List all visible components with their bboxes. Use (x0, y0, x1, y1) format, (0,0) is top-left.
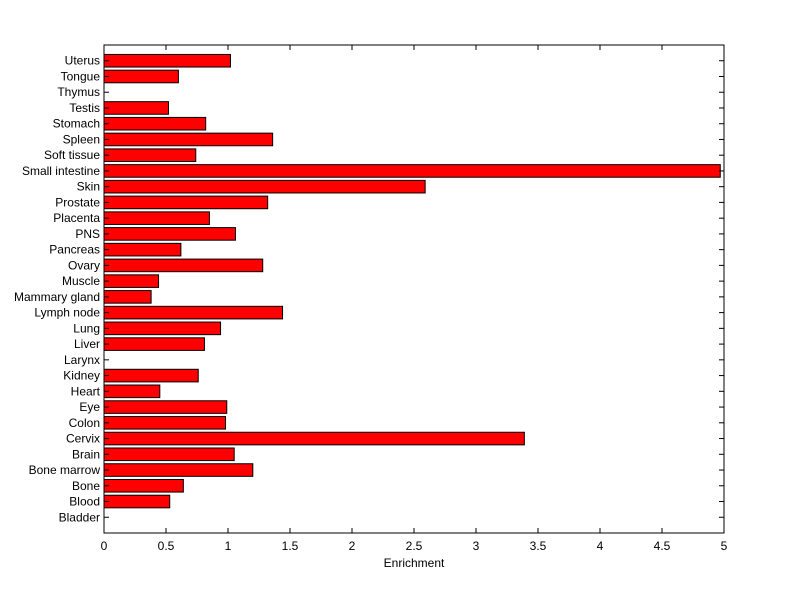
bar-colon (103, 416, 227, 430)
category-label-prostate: Prostate (55, 195, 100, 209)
category-label-heart: Heart (71, 384, 101, 398)
plot-frame (103, 44, 725, 534)
x-tick-label-4: 2 (349, 539, 356, 553)
x-tick-label-2: 1 (225, 539, 232, 553)
bar-lung (103, 321, 222, 336)
bar-prostate (103, 195, 269, 210)
category-label-larynx: Larynx (64, 353, 100, 367)
bar-eye (103, 400, 228, 414)
x-axis-title: Enrichment (384, 556, 445, 570)
category-label-pns: PNS (75, 227, 100, 241)
bar-mammary-gland (103, 290, 152, 304)
x-tick-label-8: 4 (597, 539, 604, 553)
bar-soft-tissue (103, 148, 197, 162)
category-label-testis: Testis (69, 101, 100, 115)
category-label-ovary: Ovary (68, 258, 100, 272)
x-tick-labels-group: 0 0.5 1 1.5 2 2.5 3 3.5 4 4.5 5 (101, 539, 728, 553)
category-label-cervix: Cervix (66, 432, 100, 446)
bar-bone (103, 478, 184, 493)
bar-brain (103, 447, 235, 462)
x-tick-label-10: 5 (721, 539, 728, 553)
category-label-bone: Bone (72, 479, 100, 493)
category-label-uterus: Uterus (65, 54, 100, 68)
bar-stomach (103, 116, 207, 131)
bar-heart (103, 384, 161, 399)
bar-ovary (103, 258, 264, 273)
bar-tongue (103, 69, 179, 84)
x-tick-label-6: 3 (473, 539, 480, 553)
bar-spleen (103, 132, 274, 147)
category-label-muscle: Muscle (62, 274, 100, 288)
category-label-blood: Blood (69, 495, 100, 509)
category-label-mammary-gland: Mammary gland (14, 290, 100, 304)
category-label-colon: Colon (69, 416, 100, 430)
category-label-brain: Brain (72, 447, 100, 461)
category-label-placenta: Placenta (53, 211, 100, 225)
bar-cervix (103, 431, 525, 446)
category-label-spleen: Spleen (63, 132, 100, 146)
bar-muscle (103, 274, 160, 288)
bar-skin (103, 179, 426, 194)
category-label-small-intestine: Small intestine (22, 164, 100, 178)
x-tick-label-0: 0 (101, 539, 108, 553)
x-tick-label-3: 1.5 (282, 539, 299, 553)
bar-pancreas (103, 242, 182, 257)
category-label-tongue: Tongue (61, 69, 101, 83)
bar-small-intestine (103, 164, 721, 178)
bar-testis (103, 101, 169, 115)
x-tick-label-9: 4.5 (654, 539, 671, 553)
category-label-liver: Liver (74, 337, 100, 351)
x-tick-label-7: 3.5 (530, 539, 547, 553)
bars-group (103, 53, 721, 509)
bar-placenta (103, 211, 210, 225)
x-tick-label-5: 2.5 (406, 539, 423, 553)
bar-kidney (103, 368, 199, 383)
category-label-stomach: Stomach (53, 117, 100, 131)
category-label-lymph-node: Lymph node (34, 306, 100, 320)
category-label-bone-marrow: Bone marrow (29, 463, 101, 477)
bar-bone-marrow (103, 463, 254, 477)
bar-pns (103, 227, 236, 241)
category-label-lung: Lung (73, 321, 100, 335)
category-label-bladder: Bladder (59, 510, 100, 524)
category-label-soft-tissue: Soft tissue (44, 148, 100, 162)
category-label-thymus: Thymus (57, 85, 100, 99)
category-label-skin: Skin (77, 180, 100, 194)
category-label-pancreas: Pancreas (49, 243, 100, 257)
category-label-eye: Eye (79, 400, 100, 414)
x-tick-label-1: 0.5 (158, 539, 175, 553)
bar-uterus (103, 53, 231, 68)
category-label-kidney: Kidney (63, 369, 100, 383)
bar-lymph-node (103, 305, 284, 320)
bar-blood (103, 494, 171, 509)
bar-liver (103, 337, 205, 351)
